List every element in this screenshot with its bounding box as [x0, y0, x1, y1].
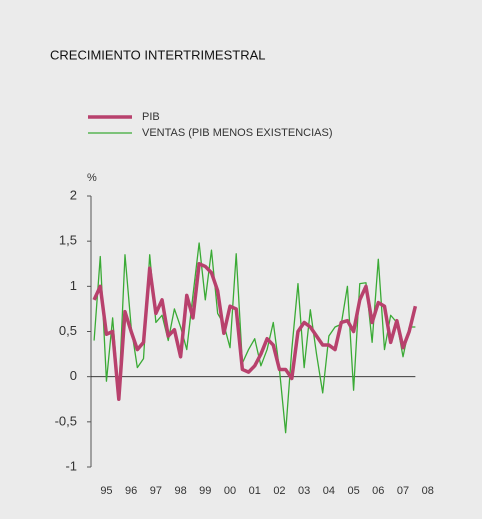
y-axis-label: % [87, 172, 97, 184]
y-tick-label: -1 [65, 458, 77, 473]
x-tick-label: 04 [323, 485, 335, 497]
y-tick-label: 2 [70, 187, 77, 202]
chart-title: CRECIMIENTO INTERTRIMESTRAL [50, 47, 265, 62]
x-tick-label: 01 [249, 485, 261, 497]
x-tick-label: 00 [224, 485, 236, 497]
legend-label: PIB [142, 111, 160, 123]
y-tick-label: 0,5 [59, 323, 77, 338]
y-tick-label: -0,5 [55, 413, 77, 428]
x-tick-label: 05 [347, 485, 359, 497]
y-tick-label: 1 [70, 278, 77, 293]
x-tick-label: 07 [397, 485, 409, 497]
series-line [92, 262, 418, 401]
x-tick-label: 08 [422, 485, 434, 497]
y-tick-label: 1,5 [59, 233, 77, 248]
x-tick-label: 02 [273, 485, 285, 497]
y-tick-label: 0 [70, 368, 77, 383]
x-tick-label: 96 [125, 485, 137, 497]
x-tick-label: 06 [372, 485, 384, 497]
x-tick-label: 95 [100, 485, 112, 497]
x-tick-label: 99 [199, 485, 211, 497]
x-tick-label: 98 [174, 485, 186, 497]
x-tick-label: 97 [150, 485, 162, 497]
legend-label: VENTAS (PIB MENOS EXISTENCIAS) [142, 127, 333, 139]
x-tick-label: 03 [298, 485, 310, 497]
